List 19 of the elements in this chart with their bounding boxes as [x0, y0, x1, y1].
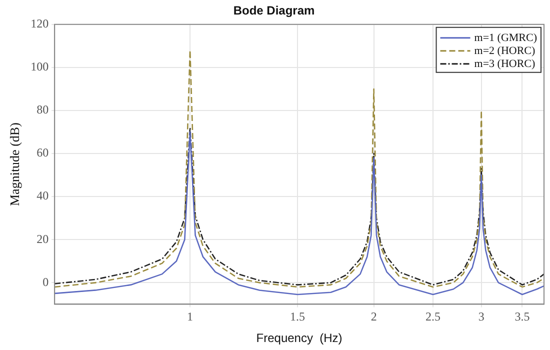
y-tick-label: 20 [36, 232, 49, 246]
x-tick-label: 1 [187, 310, 194, 324]
legend-label: m=3 (HORC) [474, 58, 536, 70]
y-tick-label: 100 [30, 60, 49, 74]
y-axis-title: Magnitude (dB) [7, 122, 22, 206]
y-tick-label: 120 [30, 16, 49, 31]
legend-label: m=2 (HORC) [474, 44, 536, 57]
x-tick-label: 2.5 [425, 310, 440, 324]
x-tick-label: 3.5 [514, 310, 530, 324]
chart-title: Bode Diagram [233, 4, 315, 18]
x-axis-title: Frequency (Hz) [256, 331, 342, 346]
x-tick-label: 3 [478, 310, 484, 324]
y-tick-label: 0 [42, 274, 49, 289]
y-tick-label: 80 [36, 102, 49, 117]
x-tick-label: 1.5 [290, 310, 306, 324]
legend-label: m=1 (GMRC) [474, 32, 538, 44]
y-tick-label: 40 [36, 188, 49, 203]
x-tick-label: 2 [370, 310, 377, 324]
y-tick-label: 60 [36, 146, 49, 160]
